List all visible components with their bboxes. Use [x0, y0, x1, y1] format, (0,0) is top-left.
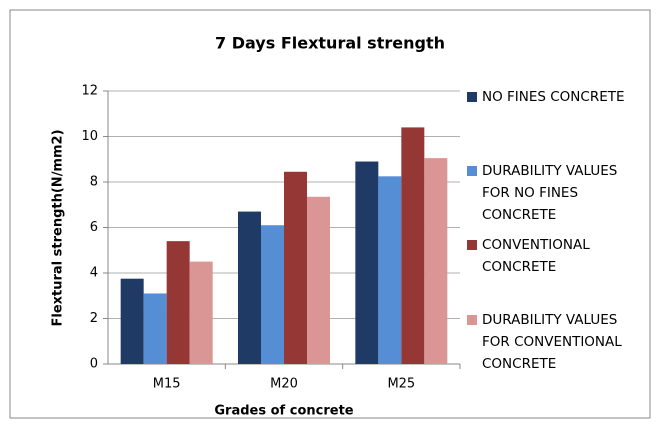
y-tick-label: 4: [90, 266, 98, 281]
bar: [424, 158, 448, 364]
y-tick-label: 10: [81, 129, 98, 144]
y-tick-label: 0: [90, 357, 98, 372]
y-tick-label: 8: [90, 175, 98, 190]
y-tick-label: 12: [81, 84, 98, 99]
bar: [401, 127, 425, 365]
chart-title: 7 Days Flextural strength: [215, 34, 445, 53]
legend-swatch: [467, 315, 477, 325]
x-tick-label: M15: [153, 377, 181, 392]
y-axis-label: Flextural strength(N/mm2): [51, 129, 66, 326]
y-tick-label: 2: [90, 311, 98, 326]
x-tick-label: M20: [270, 377, 298, 392]
bar: [166, 241, 190, 364]
bar: [261, 225, 284, 364]
bar: [238, 211, 261, 364]
legend-label: NO FINES CONCRETE: [482, 89, 625, 105]
legend-label: CONVENTIONAL CONCRETE: [482, 237, 590, 275]
x-axis-label: Grades of concrete: [214, 404, 353, 419]
bar: [189, 261, 213, 364]
bar: [307, 196, 330, 364]
bar: [378, 176, 402, 364]
legend-swatch: [467, 166, 477, 176]
legend-swatch: [467, 92, 477, 102]
bar: [284, 171, 307, 364]
bar: [143, 293, 167, 364]
legend-label: DURABILITY VALUES FOR NO FINES CONCRETE: [482, 163, 618, 223]
bar: [120, 278, 144, 364]
legend-label: DURABILITY VALUES FOR CONVENTIONAL CONCR…: [482, 312, 622, 372]
legend-swatch: [467, 240, 477, 250]
y-tick-label: 6: [90, 220, 98, 235]
x-tick-label: M25: [387, 377, 415, 392]
bar: [355, 161, 379, 364]
